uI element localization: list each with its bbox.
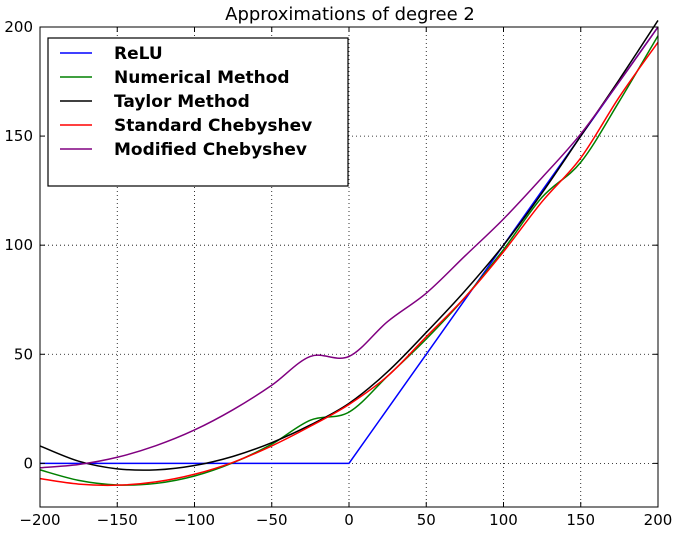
legend-label-relu: ReLU: [114, 44, 163, 64]
legend-label-numerical-method: Numerical Method: [114, 68, 290, 88]
x-tick-label: 100: [489, 511, 518, 529]
y-tick-label: 100: [4, 236, 33, 254]
y-tick-label: 200: [4, 18, 33, 36]
legend-label-modified-chebyshev: Modified Chebyshev: [114, 140, 307, 160]
series-line-taylor-method: [39, 20, 659, 471]
legend-box: [47, 37, 349, 187]
axis-ticks: −200 −150 −100 −50 0 50 100 150 200 0 50 100 150 200: [4, 18, 672, 529]
x-tick-label: 150: [566, 511, 595, 529]
legend-label-standard-chebyshev: Standard Chebyshev: [114, 116, 312, 136]
x-tick-label: −200: [19, 511, 60, 529]
legend-label-taylor-method: Taylor Method: [114, 92, 250, 112]
x-tick-label: −150: [97, 511, 138, 529]
x-tick-label: 0: [344, 511, 354, 529]
x-tick-label: 200: [644, 511, 673, 529]
series-lines: [39, 20, 659, 487]
y-tick-label: 150: [4, 127, 33, 145]
x-tick-label: −50: [256, 511, 288, 529]
series-line-standard-chebyshev: [39, 41, 659, 487]
x-tick-label: 50: [417, 511, 436, 529]
series-line-modified-chebyshev: [39, 26, 659, 469]
x-tick-label: −100: [174, 511, 215, 529]
chart-title: Approximations of degree 2: [225, 4, 475, 25]
series-line-relu: [40, 26, 659, 465]
legend: ReLU Numerical Method Taylor Method Standar…: [47, 37, 349, 187]
y-tick-label: 0: [23, 454, 33, 472]
y-tick-label: 50: [14, 345, 33, 363]
